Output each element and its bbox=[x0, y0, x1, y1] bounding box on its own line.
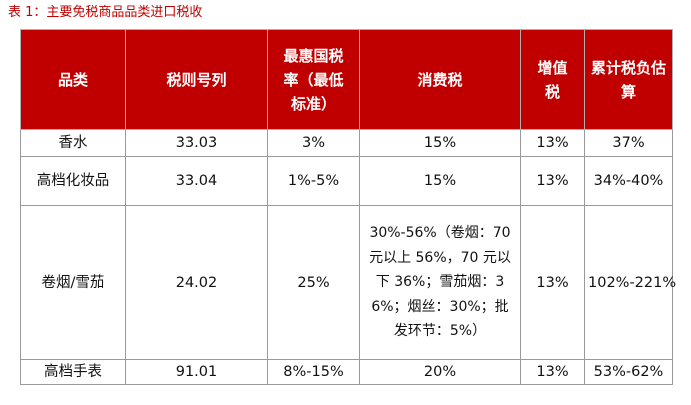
cell-category: 高档化妆品 bbox=[20, 156, 126, 206]
table-header-row: 品类 税则号列 最惠国税率（最低标准） 消费税 增值税 累计税负估算 bbox=[20, 29, 673, 130]
cell-category: 香水 bbox=[20, 129, 126, 157]
cell-total-burden: 34%-40% bbox=[584, 156, 673, 206]
cell-category: 高档手表 bbox=[20, 359, 126, 385]
header-total-burden: 累计税负估算 bbox=[584, 29, 673, 130]
cell-consumption-tax: 30%-56%（卷烟：70 元以上 56%，70 元以下 36%；雪茄烟：36%… bbox=[359, 205, 521, 360]
cell-consumption-tax: 15% bbox=[359, 129, 521, 157]
cell-total-burden: 37% bbox=[584, 129, 673, 157]
cell-total-burden: 53%-62% bbox=[584, 359, 673, 385]
cell-vat: 13% bbox=[520, 205, 585, 360]
cell-tariff-code: 24.02 bbox=[125, 205, 268, 360]
cell-category: 卷烟/雪茄 bbox=[20, 205, 126, 360]
table-row: 高档化妆品 33.04 1%-5% 15% 13% 34%-40% bbox=[20, 156, 673, 206]
header-category: 品类 bbox=[20, 29, 126, 130]
table-row: 香水 33.03 3% 15% 13% 37% bbox=[20, 129, 673, 157]
cell-total-burden: 102%-221% bbox=[584, 205, 676, 360]
cell-mfn-rate: 3% bbox=[267, 129, 360, 157]
cell-consumption-tax: 15% bbox=[359, 156, 521, 206]
cell-tariff-code: 33.04 bbox=[125, 156, 268, 206]
cell-consumption-tax: 20% bbox=[359, 359, 521, 385]
cell-tariff-code: 91.01 bbox=[125, 359, 268, 385]
cell-mfn-rate: 8%-15% bbox=[267, 359, 360, 385]
cell-vat: 13% bbox=[520, 129, 585, 157]
table-caption: 表 1：主要免税商品品类进口税收 bbox=[8, 5, 203, 20]
table-row: 卷烟/雪茄 24.02 25% 30%-56%（卷烟：70 元以上 56%，70… bbox=[20, 205, 676, 360]
cell-vat: 13% bbox=[520, 156, 585, 206]
import-tax-table: 品类 税则号列 最惠国税率（最低标准） 消费税 增值税 累计税负估算 香水 33… bbox=[20, 29, 676, 385]
header-vat: 增值税 bbox=[520, 29, 585, 130]
cell-mfn-rate: 25% bbox=[267, 205, 360, 360]
header-mfn-rate: 最惠国税率（最低标准） bbox=[267, 29, 360, 130]
cell-vat: 13% bbox=[520, 359, 585, 385]
cell-mfn-rate: 1%-5% bbox=[267, 156, 360, 206]
header-tariff-code: 税则号列 bbox=[125, 29, 268, 130]
cell-tariff-code: 33.03 bbox=[125, 129, 268, 157]
header-consumption-tax: 消费税 bbox=[359, 29, 521, 130]
table-row: 高档手表 91.01 8%-15% 20% 13% 53%-62% bbox=[20, 359, 673, 385]
